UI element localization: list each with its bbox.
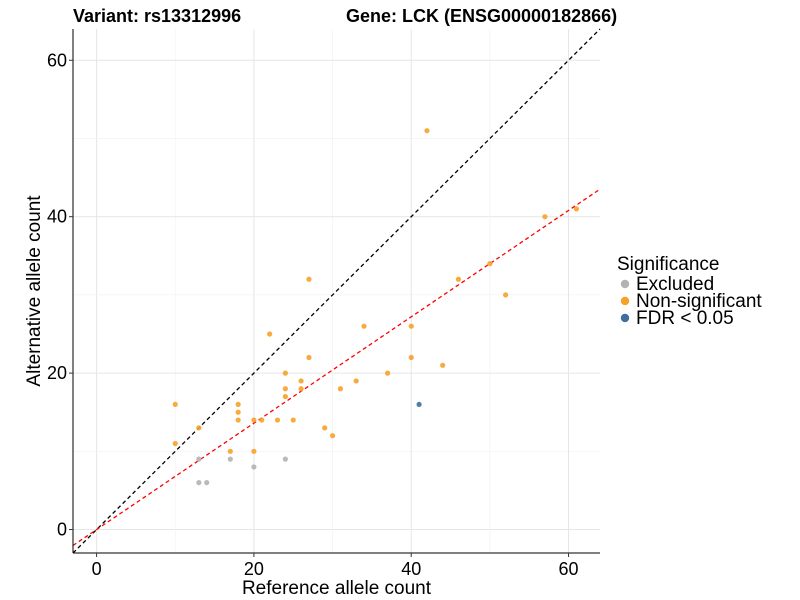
point-non-significant bbox=[298, 386, 304, 392]
point-non-significant bbox=[440, 362, 446, 368]
point-non-significant bbox=[503, 292, 509, 298]
point-non-significant bbox=[251, 417, 257, 423]
y-tick-label: 40 bbox=[47, 207, 67, 227]
point-non-significant bbox=[282, 370, 288, 376]
point-non-significant bbox=[322, 425, 328, 431]
legend-dot-non-significant bbox=[620, 296, 630, 306]
point-non-significant bbox=[329, 433, 336, 439]
point-non-significant bbox=[235, 401, 241, 408]
point-non-significant bbox=[235, 417, 241, 423]
point-non-significant bbox=[455, 276, 462, 282]
point-non-significant bbox=[196, 425, 202, 431]
point-non-significant bbox=[172, 440, 178, 447]
point-non-significant bbox=[290, 417, 296, 423]
legend-dot-fdr bbox=[620, 313, 630, 323]
point-non-significant bbox=[361, 323, 367, 329]
identity-line bbox=[72, 28, 601, 554]
point-non-significant bbox=[172, 401, 178, 408]
data-points bbox=[172, 128, 580, 486]
x-tick-label: 40 bbox=[401, 559, 421, 579]
legend-label-fdr: FDR < 0.05 bbox=[636, 308, 734, 329]
fit-line bbox=[72, 188, 601, 547]
point-excluded bbox=[227, 456, 233, 462]
point-non-significant bbox=[259, 417, 265, 423]
point-non-significant bbox=[408, 354, 414, 361]
x-tick-label: 20 bbox=[244, 559, 264, 579]
axis-ticks: 0 20 40 60 0 20 40 60 bbox=[47, 50, 579, 579]
point-excluded bbox=[251, 464, 257, 470]
legend-label-excluded: Excluded bbox=[636, 274, 714, 295]
point-non-significant bbox=[298, 378, 304, 384]
chart-title-variant: Variant: rs13312996 bbox=[73, 6, 241, 26]
x-tick-label: 0 bbox=[92, 559, 102, 579]
point-non-significant bbox=[408, 323, 414, 329]
legend-label-non-significant: Non-significant bbox=[636, 291, 762, 312]
legend: Significance Excluded Non-significant FD… bbox=[617, 254, 762, 329]
y-tick-label: 0 bbox=[57, 520, 67, 540]
gridlines bbox=[73, 29, 600, 553]
point-non-significant bbox=[573, 206, 580, 212]
point-non-significant bbox=[542, 214, 548, 220]
point-non-significant bbox=[251, 448, 257, 454]
x-axis-label: Reference allele count bbox=[242, 578, 432, 599]
reference-lines bbox=[72, 28, 601, 554]
point-excluded bbox=[196, 456, 202, 462]
point-non-significant bbox=[306, 276, 312, 282]
point-non-significant bbox=[227, 448, 233, 454]
point-non-significant bbox=[235, 409, 241, 415]
point-non-significant bbox=[282, 393, 288, 400]
point-non-significant bbox=[267, 331, 273, 337]
legend-title: Significance bbox=[617, 254, 719, 275]
point-non-significant bbox=[274, 417, 281, 423]
y-tick-label: 20 bbox=[47, 363, 67, 383]
point-non-significant bbox=[306, 354, 312, 361]
point-non-significant bbox=[353, 378, 359, 384]
point-non-significant bbox=[487, 261, 493, 267]
point-excluded bbox=[196, 480, 202, 486]
x-tick-label: 60 bbox=[559, 559, 579, 579]
point-excluded bbox=[204, 480, 210, 486]
point-fdr-0-05 bbox=[416, 401, 422, 408]
point-non-significant bbox=[282, 386, 288, 392]
point-excluded bbox=[282, 456, 288, 462]
point-non-significant bbox=[385, 370, 391, 376]
y-tick-label: 60 bbox=[47, 50, 67, 70]
y-axis-label: Alternative allele count bbox=[24, 195, 45, 387]
point-non-significant bbox=[424, 128, 430, 134]
point-non-significant bbox=[337, 386, 344, 392]
chart-title-gene: Gene: LCK (ENSG00000182866) bbox=[346, 6, 617, 26]
legend-dot-excluded bbox=[620, 279, 630, 289]
